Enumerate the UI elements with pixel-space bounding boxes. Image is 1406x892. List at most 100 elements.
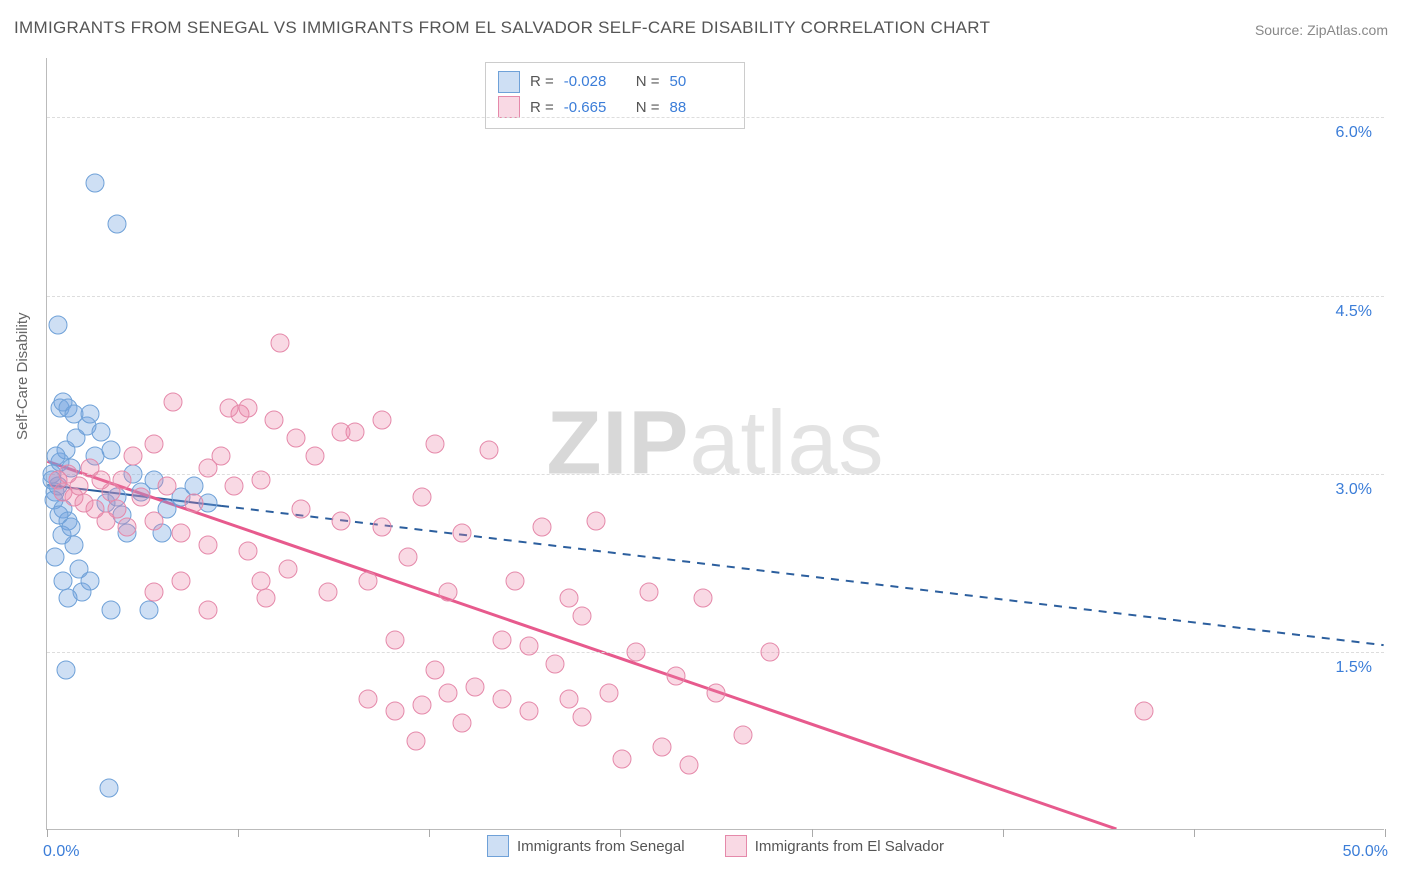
data-point — [265, 411, 284, 430]
chart-title: IMMIGRANTS FROM SENEGAL VS IMMIGRANTS FR… — [14, 18, 990, 38]
y-axis-label: Self-Care Disability — [14, 312, 31, 440]
data-point — [48, 316, 67, 335]
data-point — [492, 630, 511, 649]
data-point — [70, 476, 89, 495]
n-label: N = — [636, 95, 660, 121]
data-point — [693, 589, 712, 608]
data-point — [466, 678, 485, 697]
data-point — [372, 518, 391, 537]
data-point — [599, 684, 618, 703]
legend-label: Immigrants from Senegal — [517, 838, 685, 855]
data-point — [252, 571, 271, 590]
data-point — [559, 690, 578, 709]
swatch-icon — [498, 71, 520, 93]
x-tick — [1194, 829, 1195, 837]
data-point — [270, 334, 289, 353]
data-point — [412, 696, 431, 715]
x-tick — [1003, 829, 1004, 837]
legend-row: R = -0.028 N = 50 — [498, 69, 732, 95]
data-point — [452, 524, 471, 543]
x-tick — [238, 829, 239, 837]
data-point — [118, 518, 137, 537]
data-point — [91, 423, 110, 442]
data-point — [102, 601, 121, 620]
data-point — [185, 494, 204, 513]
legend-item: Immigrants from El Salvador — [725, 835, 944, 857]
data-point — [252, 470, 271, 489]
data-point — [426, 660, 445, 679]
data-point — [80, 405, 99, 424]
data-point — [573, 708, 592, 727]
data-point — [257, 589, 276, 608]
trend-lines — [47, 58, 1384, 829]
swatch-icon — [498, 96, 520, 118]
data-point — [372, 411, 391, 430]
r-label: R = — [530, 69, 554, 95]
data-point — [107, 500, 126, 519]
n-value: 50 — [670, 69, 732, 95]
data-point — [62, 518, 81, 537]
x-max-label: 50.0% — [1343, 843, 1388, 861]
data-point — [399, 547, 418, 566]
y-tick-label: 4.5% — [1336, 303, 1372, 321]
correlation-legend: R = -0.028 N = 50 R = -0.665 N = 88 — [485, 62, 745, 129]
n-value: 88 — [670, 95, 732, 121]
source-attribution: Source: ZipAtlas.com — [1255, 22, 1388, 38]
x-tick — [620, 829, 621, 837]
data-point — [519, 636, 538, 655]
watermark: ZIPatlas — [546, 392, 884, 495]
legend-item: Immigrants from Senegal — [487, 835, 685, 857]
data-point — [54, 571, 73, 590]
data-point — [238, 399, 257, 418]
r-label: R = — [530, 95, 554, 121]
legend-row: R = -0.665 N = 88 — [498, 95, 732, 121]
data-point — [139, 601, 158, 620]
data-point — [680, 755, 699, 774]
data-point — [412, 488, 431, 507]
data-point — [439, 583, 458, 602]
x-tick — [47, 829, 48, 837]
data-point — [46, 547, 65, 566]
data-point — [573, 607, 592, 626]
data-point — [59, 589, 78, 608]
n-label: N = — [636, 69, 660, 95]
data-point — [123, 446, 142, 465]
data-point — [613, 749, 632, 768]
data-point — [546, 654, 565, 673]
data-point — [198, 601, 217, 620]
data-point — [452, 714, 471, 733]
r-value: -0.028 — [564, 69, 626, 95]
scatter-plot: ZIPatlas R = -0.028 N = 50 R = -0.665 N … — [46, 58, 1384, 830]
legend-label: Immigrants from El Salvador — [755, 838, 944, 855]
data-point — [492, 690, 511, 709]
r-value: -0.665 — [564, 95, 626, 121]
data-point — [733, 725, 752, 744]
data-point — [163, 393, 182, 412]
data-point — [666, 666, 685, 685]
data-point — [185, 476, 204, 495]
data-point — [533, 518, 552, 537]
data-point — [131, 488, 150, 507]
data-point — [145, 435, 164, 454]
data-point — [653, 737, 672, 756]
data-point — [56, 660, 75, 679]
data-point — [626, 642, 645, 661]
data-point — [80, 571, 99, 590]
data-point — [145, 583, 164, 602]
x-tick — [812, 829, 813, 837]
data-point — [219, 399, 238, 418]
data-point — [332, 423, 351, 442]
data-point — [278, 559, 297, 578]
data-point — [359, 571, 378, 590]
data-point — [707, 684, 726, 703]
data-point — [1135, 702, 1154, 721]
gridline — [47, 474, 1384, 475]
data-point — [86, 173, 105, 192]
data-point — [225, 476, 244, 495]
data-point — [586, 512, 605, 531]
data-point — [238, 541, 257, 560]
data-point — [198, 535, 217, 554]
y-tick-label: 6.0% — [1336, 124, 1372, 142]
data-point — [286, 429, 305, 448]
data-point — [479, 440, 498, 459]
